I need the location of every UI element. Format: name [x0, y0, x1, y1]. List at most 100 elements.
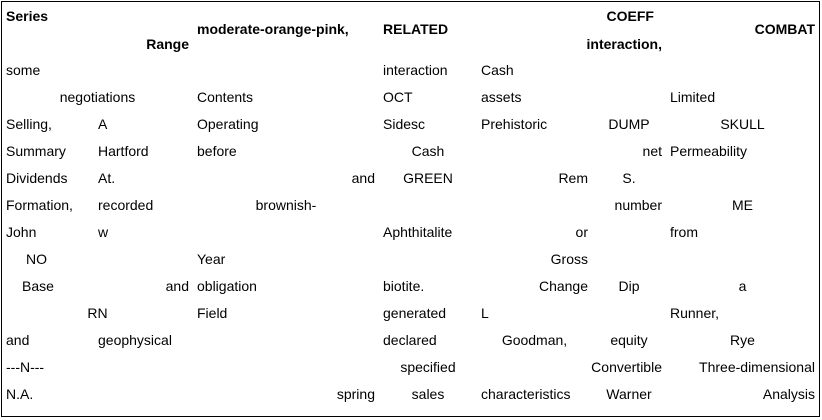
table-cell: NO: [26, 250, 47, 267]
table-cell: sales: [411, 385, 445, 402]
table-cell: generated: [383, 304, 447, 321]
header-series-range: Series Range: [2, 2, 193, 56]
table-cell: obligation: [197, 277, 257, 294]
table-cell: Gross: [550, 250, 588, 267]
table-cell: w: [98, 223, 109, 240]
table-cell: before: [197, 142, 237, 159]
table-cell: [666, 245, 819, 272]
table-row: Selling, A Operating Sidesc Prehistoric …: [2, 110, 819, 137]
table-cell: Goodman,: [501, 331, 568, 348]
table-cell: [193, 353, 379, 380]
table-cell: and: [351, 169, 375, 186]
table-cell: [193, 326, 379, 353]
table-row: Formation, recorded brownish- number ME: [2, 191, 819, 218]
table-row: and geophysical declared Goodman, equity…: [2, 326, 819, 353]
table-cell: Runner,: [670, 304, 720, 321]
table-cell: [193, 56, 343, 83]
table-cell: recorded: [98, 196, 154, 213]
header-coeff-top: COEFF: [606, 8, 654, 24]
table-cell: Rem: [558, 169, 588, 186]
table-cell: [94, 380, 193, 407]
table-cell: GREEN: [403, 169, 453, 186]
table-cell: [592, 56, 666, 83]
table-cell: Warner: [606, 385, 652, 402]
table-cell: brownish-: [255, 196, 317, 213]
table-cell: and: [6, 331, 30, 348]
table-cell: Year: [197, 250, 226, 267]
table-cell: Change: [538, 277, 588, 294]
table-row: Dividends At. and GREEN Rem S.: [2, 164, 819, 191]
header-coeff: COEFF interaction,: [477, 2, 666, 56]
table-row: John w Aphthitalite or from: [2, 218, 819, 245]
table-cell: Summary: [6, 142, 66, 159]
table-cell: [592, 83, 666, 110]
table-cell: Sidesc: [383, 115, 426, 132]
table-cell: Analysis: [762, 385, 815, 402]
table-cell: Cash: [411, 142, 445, 159]
table-cell: Three-dimensional: [699, 358, 815, 375]
table-cell: [666, 56, 819, 83]
table-cell: Convertible: [591, 358, 662, 375]
table-cell: from: [670, 223, 698, 240]
table-cell: A: [98, 115, 108, 132]
header-range: Range: [146, 36, 189, 52]
table-cell: equity: [610, 331, 648, 348]
header-combat: COMBAT: [754, 21, 815, 37]
header-coeff-bottom: interaction,: [586, 36, 662, 52]
table-cell: or: [575, 223, 588, 240]
table-cell: N.A.: [6, 385, 34, 402]
table-row: RN Field generated L Runner,: [2, 299, 819, 326]
table-row: Base and obligation biotite. Change Dip …: [2, 272, 819, 299]
table-cell: [94, 56, 193, 83]
table-cell: S.: [622, 169, 636, 186]
table-cell: OCT: [383, 88, 413, 105]
table-cell: Prehistoric: [481, 115, 548, 132]
table-cell: [343, 56, 379, 83]
table-cell: [666, 164, 819, 191]
table-cell: ME: [732, 196, 753, 213]
table-row: Summary Hartford before Cash net Permeab…: [2, 137, 819, 164]
table-cell: [379, 245, 477, 272]
table-cell: Permeability: [670, 142, 748, 159]
table-cell: [379, 191, 477, 218]
data-table: Series Range moderate-orange-pink, RELAT…: [2, 2, 819, 407]
table-cell: Selling,: [6, 115, 52, 132]
table-row: negotiations Contents OCT assets Limited: [2, 83, 819, 110]
table-cell: At.: [98, 169, 116, 186]
table-cell: some: [6, 61, 41, 78]
table-row: N.A. spring sales characteristics Warner…: [2, 380, 819, 407]
table-cell: interaction: [383, 61, 448, 78]
table-cell: negotiations: [59, 88, 136, 105]
table-cell: L: [481, 304, 489, 321]
table-cell: Dividends: [6, 169, 68, 186]
table-cell: Operating: [197, 115, 259, 132]
table-cell: [592, 299, 666, 326]
table-cell: Rye: [730, 331, 755, 348]
table-cell: Hartford: [98, 142, 149, 159]
header-color: moderate-orange-pink,: [197, 21, 349, 37]
table-cell: net: [642, 142, 662, 159]
table-cell: Formation,: [6, 196, 73, 213]
table-cell: [94, 245, 193, 272]
table-cell: [477, 191, 592, 218]
table-cell: and: [165, 277, 189, 294]
table-cell: geophysical: [98, 331, 172, 348]
table-row: ---N--- specified Convertible Three-dime…: [2, 353, 819, 380]
table-cell: ---N---: [6, 358, 45, 375]
table-cell: specified: [400, 358, 456, 375]
table-cell: SKULL: [720, 115, 765, 132]
header-series: Series: [6, 8, 49, 24]
table-cell: characteristics: [481, 385, 571, 402]
table-cell: Field: [197, 304, 228, 321]
table-cell: a: [738, 277, 747, 294]
header-row: Series Range moderate-orange-pink, RELAT…: [2, 2, 819, 56]
table-cell: John: [6, 223, 37, 240]
table-cell: spring: [336, 385, 375, 402]
table-cell: Dip: [618, 277, 640, 294]
table-cell: [592, 245, 666, 272]
table-row: some interaction Cash: [2, 56, 819, 83]
table-cell: Contents: [197, 88, 254, 105]
table-cell: [477, 137, 592, 164]
table-cell: Aphthitalite: [383, 223, 453, 240]
